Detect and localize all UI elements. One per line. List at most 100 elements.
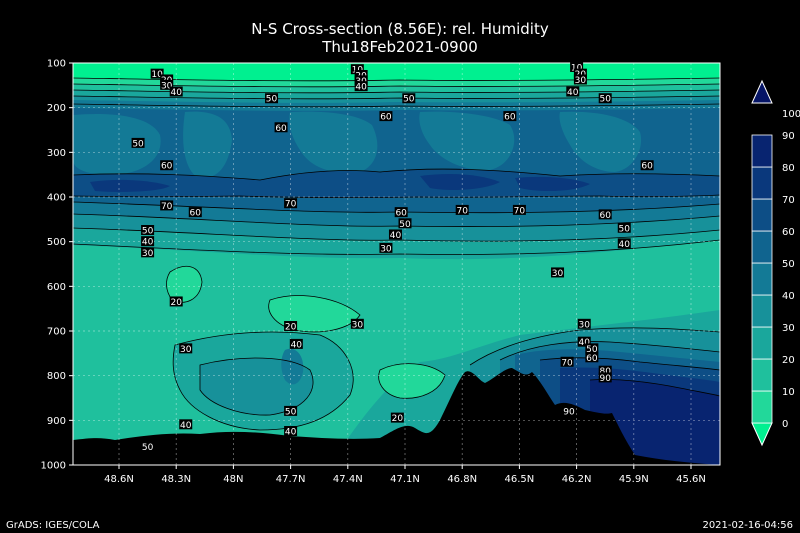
contour-label: 40 xyxy=(354,81,368,93)
x-tick-label: 47.4N xyxy=(333,474,363,485)
y-tick-label: 700 xyxy=(47,327,66,338)
contour-label: 70 xyxy=(284,198,298,210)
contour-label-text: 30 xyxy=(180,345,192,355)
contour-label: 60 xyxy=(188,207,202,219)
contour-label: 40 xyxy=(289,338,303,350)
colorbar-tick-label: 100 xyxy=(782,109,800,120)
contour-label-bg xyxy=(551,267,565,278)
contour-label-bg xyxy=(160,74,174,85)
contour-label: 40 xyxy=(141,236,155,248)
x-tick-label: 46.5N xyxy=(505,474,535,485)
contour-label-bg xyxy=(179,419,193,430)
contour-label-bg xyxy=(512,204,526,215)
contour-label-text: 50 xyxy=(586,345,598,355)
colorbar-tick-label: 90 xyxy=(782,131,795,142)
contour-label-bg xyxy=(265,93,279,104)
x-tick-label: 47.7N xyxy=(276,474,306,485)
colorbar-tick-label: 20 xyxy=(782,355,795,366)
band-40-50 xyxy=(73,214,720,242)
contour-label-bg xyxy=(160,200,174,211)
contour-label-bg xyxy=(379,242,393,253)
contour-label-bg xyxy=(179,343,193,354)
contour-label-bg xyxy=(585,352,599,363)
contour-label: 50 xyxy=(598,93,612,105)
core-70-3 xyxy=(515,176,590,192)
contour-label-bg xyxy=(150,68,164,79)
contour-label-text: 50 xyxy=(619,224,631,234)
contour-label: 30 xyxy=(160,79,174,91)
contour-label-text: 60 xyxy=(275,124,287,134)
contour-label: 70 xyxy=(512,204,526,216)
contour-label-text: 50 xyxy=(142,443,154,453)
contour-label: 90 xyxy=(598,372,612,384)
y-tick-label: 300 xyxy=(47,148,66,159)
contour-label-bg xyxy=(598,93,612,104)
contour-label: 60 xyxy=(379,111,393,123)
contour-label: 50 xyxy=(617,222,631,234)
contour-label-text: 70 xyxy=(285,200,297,210)
contour-label-bg xyxy=(402,93,416,104)
contour-label: 40 xyxy=(617,238,631,250)
contour-label: 40 xyxy=(388,229,402,241)
contour-label-bg xyxy=(640,160,654,171)
x-axis: 48.6N 48.3N 48N 47.7N 47.4N 47.1N 46.8N 46.5N 46… xyxy=(104,465,706,485)
colorbar-tick-label: 50 xyxy=(782,259,795,270)
contour-label-bg xyxy=(503,111,517,122)
colorbar-tick-label: 30 xyxy=(782,323,795,334)
contour-label-text: 50 xyxy=(132,139,144,149)
contour-label-text: 40 xyxy=(285,428,297,438)
contour-label: 50 xyxy=(141,225,155,237)
contour-label-text: 70 xyxy=(514,206,526,216)
contour-label-bg xyxy=(160,79,174,90)
colorbar-segment xyxy=(751,358,773,392)
contour-label: 60 xyxy=(503,111,517,123)
contour-label-text: 90 xyxy=(563,407,575,417)
x-tick-label: 48.3N xyxy=(161,474,191,485)
contour-label: 70 xyxy=(560,356,574,368)
contour-label: 60 xyxy=(394,207,408,219)
contour-label-text: 40 xyxy=(180,421,192,431)
contour-label-text: 60 xyxy=(190,209,202,219)
contour-label: 80 xyxy=(598,365,612,377)
contour-label: 40 xyxy=(566,86,580,98)
contour-label-text: 40 xyxy=(355,83,367,93)
contour-label: 50 xyxy=(402,93,416,105)
plot-area xyxy=(73,63,720,465)
contour-label-text: 20 xyxy=(285,323,297,333)
core-70-2 xyxy=(420,174,500,190)
contour-label: 50 xyxy=(131,137,145,149)
contour-label: 70 xyxy=(455,204,469,216)
x-tick-label: 45.9N xyxy=(619,474,649,485)
contour-label-bg xyxy=(350,318,364,329)
contour-label-bg xyxy=(598,209,612,220)
contour-label-text: 60 xyxy=(161,162,173,172)
contour-label: 30 xyxy=(179,343,193,355)
gap-48-6 xyxy=(73,114,161,175)
colorbar-tick-label: 40 xyxy=(782,291,795,302)
y-axis: 100 200 300 400 500 600 700 800 900 1000 xyxy=(41,59,73,472)
contour-label-text: 40 xyxy=(142,238,154,248)
colorbar-tick-label: 70 xyxy=(782,195,795,206)
contour-label-text: 40 xyxy=(619,240,631,250)
strat-50-60 xyxy=(73,100,720,111)
strat-0-10 xyxy=(73,63,720,81)
contour-label: 60 xyxy=(160,160,174,172)
contour-label-bg xyxy=(284,426,298,436)
contour-label: 30 xyxy=(379,242,393,254)
colorbar-segment xyxy=(751,262,773,296)
contour-label-text: 30 xyxy=(380,244,392,254)
y-tick-label: 900 xyxy=(47,416,66,427)
contour-label-text: 60 xyxy=(380,113,392,123)
contour-label-text: 50 xyxy=(285,407,297,417)
footer-left: GrADS: IGES/COLA xyxy=(6,520,100,531)
contour-label: 50 xyxy=(284,405,298,417)
x-tick-label: 47.1N xyxy=(390,474,420,485)
contour-label-text: 30 xyxy=(352,320,364,330)
contour-label-text: 40 xyxy=(170,88,182,98)
contour-label-text: 40 xyxy=(567,88,579,98)
contour-label: 30 xyxy=(573,74,587,86)
pocket-47-0 xyxy=(378,363,445,399)
x-tick-label: 46.8N xyxy=(447,474,477,485)
contour-label: 20 xyxy=(390,412,404,424)
